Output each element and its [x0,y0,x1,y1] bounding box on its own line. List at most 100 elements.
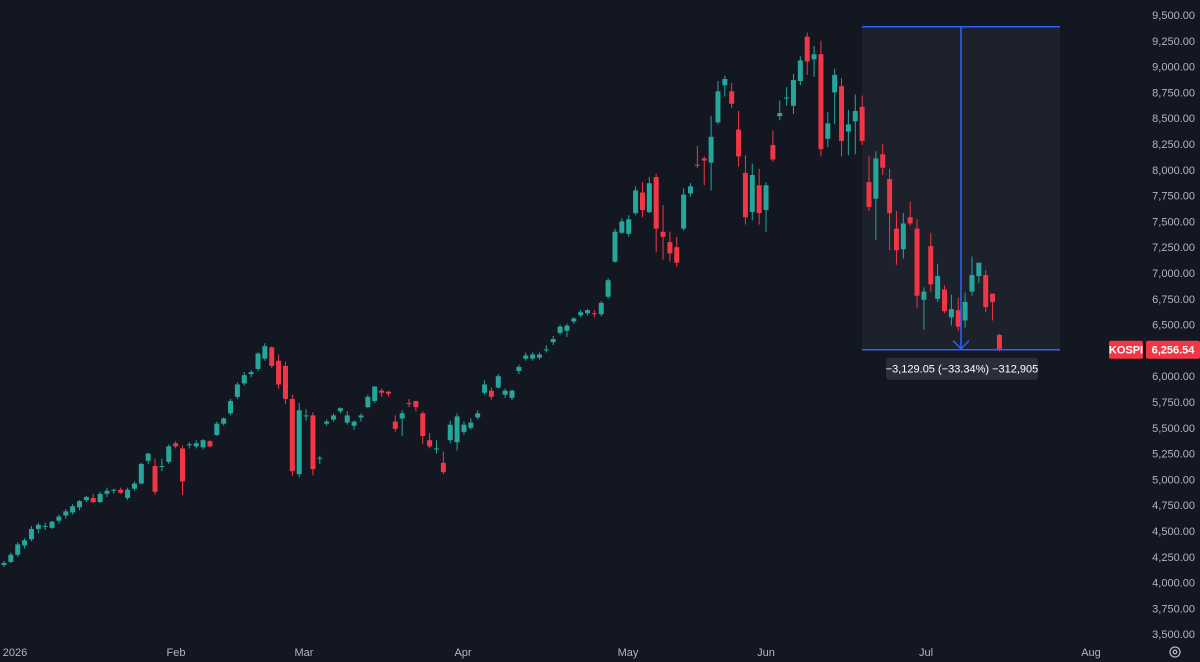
candle [639,182,645,218]
candle-body [8,554,14,562]
candle [35,522,41,534]
candle [825,112,831,148]
candle [454,413,460,451]
x-tick-label: Mar [295,647,314,659]
candle [852,94,858,155]
candle-body [269,347,275,366]
candle-body [907,217,913,224]
candle [578,310,584,318]
candle [674,236,680,267]
price-axis[interactable]: 3,500.00 3,750.00 4,000.00 4,250.00 4,500.00… [1152,10,1195,641]
candle-body [948,309,954,318]
candle [262,343,268,361]
x-tick-label: May [618,647,639,659]
candle-body [454,416,460,443]
candle [406,398,412,408]
settings-icon[interactable] [1169,646,1181,658]
candle-body [942,289,948,312]
candle [385,390,391,397]
candle-body [365,396,371,408]
candle [770,130,776,162]
candle-body [536,354,542,358]
candle [186,442,192,449]
candle-body [633,190,639,214]
candle [351,420,357,430]
candle [935,263,941,302]
candle [83,495,89,503]
candle [887,168,893,251]
candle-body [578,312,584,316]
candle-body [255,353,261,369]
candle-body [372,386,378,401]
candle [564,323,570,337]
candle-body [756,185,762,214]
candle [921,287,927,330]
y-tick-label: 5,250.00 [1152,449,1195,461]
candle [626,215,632,237]
candle-body [619,221,625,233]
candle [660,204,666,260]
candle-body [639,192,645,211]
candle-body [742,172,748,218]
candle-body [104,490,110,494]
candle [557,324,563,335]
candle [234,382,240,399]
y-tick-label: 9,000.00 [1152,62,1195,74]
y-tick-label: 3,750.00 [1152,603,1195,615]
symbol-badge-label: KOSPI [1109,345,1143,357]
candle [653,173,659,253]
candle [42,522,48,530]
candle [749,163,755,221]
candle-body [234,384,240,397]
candle [962,292,968,328]
candle-body [488,390,494,397]
time-axis[interactable]: 2026 Feb Mar Apr May Jun Jul Aug [3,647,1101,659]
candle-body [214,423,220,436]
candle [681,188,687,231]
candle [159,458,165,472]
candle-body [385,391,391,394]
price-range-measurement[interactable]: −3,129.05 (−33.34%) −312,905 [862,26,1060,380]
candle [104,487,110,497]
y-tick-label: 5,500.00 [1152,423,1195,435]
candle-body [715,91,721,123]
candle-body [591,313,597,315]
candle-body [598,302,604,315]
candle [152,458,158,495]
candle-body [852,110,858,122]
candle [399,410,405,437]
candle-body [811,54,817,60]
candle [77,500,83,511]
candle [955,297,961,331]
candle [166,444,172,464]
candle [598,300,604,317]
candle [28,525,34,542]
candle-body [200,440,206,448]
candle [282,361,288,405]
candle [667,231,673,262]
candle-body [914,228,920,296]
candle-body [983,275,989,308]
candle [612,228,618,263]
candle [756,168,762,225]
candle-body [790,80,796,106]
candle-body [708,136,714,163]
candle [502,388,508,398]
candle [138,462,144,485]
candle [317,455,323,464]
candle-body [797,60,803,82]
candle [289,394,295,477]
candle [701,156,707,186]
y-tick-label: 9,250.00 [1152,36,1195,48]
candle [530,352,536,361]
candle-body [289,398,295,472]
candle [784,87,790,106]
candle [811,45,817,77]
candle-body [1,562,7,566]
candle-body [770,145,776,160]
candle-body [331,415,337,420]
candle-body [749,174,755,213]
candle-body [166,446,172,462]
y-tick-label: 7,500.00 [1152,216,1195,228]
